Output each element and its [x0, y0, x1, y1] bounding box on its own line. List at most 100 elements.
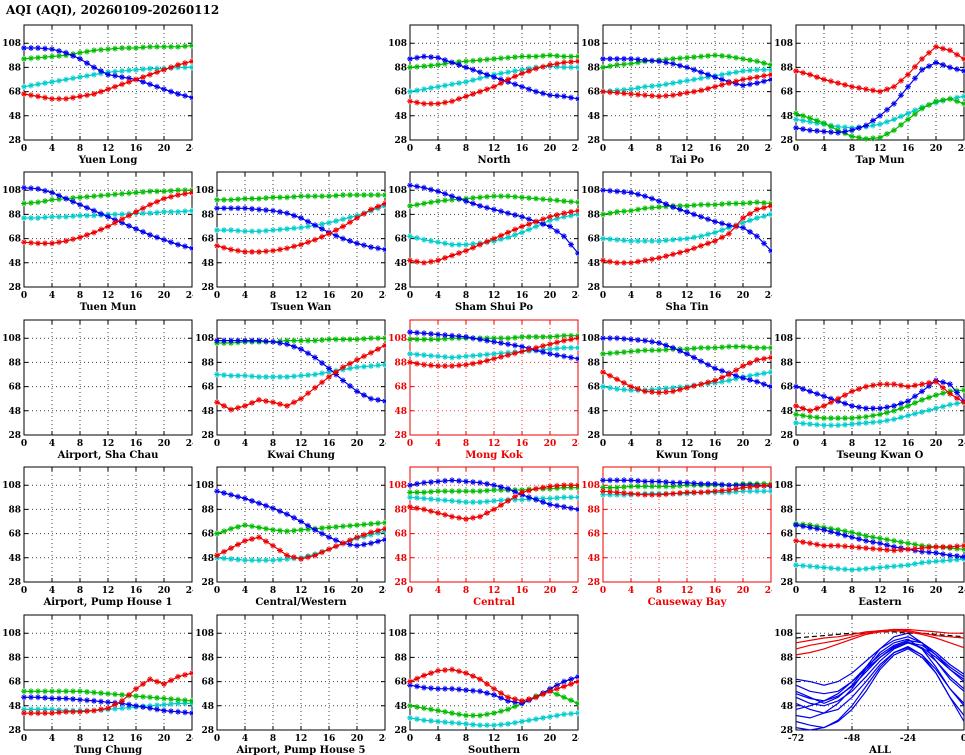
- y-tick-label: 28: [394, 136, 407, 146]
- y-tick-label: 108: [774, 334, 793, 344]
- series-line-blue: [795, 641, 965, 694]
- y-tick-label: 88: [780, 358, 793, 368]
- y-tick-label: 68: [201, 677, 214, 687]
- x-tick-label: 20: [544, 291, 557, 301]
- x-tick-label: 24: [765, 144, 772, 154]
- series-markers-blue: [214, 337, 386, 404]
- series-markers-red: [600, 354, 772, 396]
- x-tick-label: 0: [21, 439, 27, 449]
- chart-svg: 2848688810804812162024Causeway Bay: [581, 466, 772, 607]
- x-tick-label: 16: [323, 439, 336, 449]
- x-tick-label: 12: [488, 734, 501, 744]
- chart-central-western: 2848688810804812162024Central/Western: [193, 459, 386, 607]
- x-tick-label: 0: [214, 291, 220, 301]
- x-tick-label: 12: [295, 291, 308, 301]
- y-tick-label: 88: [394, 63, 407, 73]
- x-tick-label: 20: [351, 586, 364, 596]
- chart-tuen-mun: 2848688810804812162024Tuen Mun: [0, 164, 193, 312]
- y-tick-label: 68: [8, 677, 21, 687]
- y-tick-label: 48: [201, 701, 214, 711]
- chart-svg: 2848688810804812162024Airport, Sha Chau: [2, 319, 193, 460]
- x-tick-label: 16: [516, 734, 529, 744]
- x-tick-label: 20: [351, 439, 364, 449]
- x-tick-label: 20: [544, 144, 557, 154]
- chart-yuen-long: 2848688810804812162024Yuen Long: [0, 17, 193, 165]
- chart-central: 2848688810804812162024Central: [386, 459, 579, 607]
- x-tick-label: 16: [130, 439, 143, 449]
- x-tick-label: 24: [572, 734, 579, 744]
- chart-airport-pump-house-1: 2848688810804812162024Airport, Pump Hous…: [0, 459, 193, 607]
- chart-svg: 2848688810804812162024Central: [388, 466, 579, 607]
- series-markers-cyan: [793, 556, 965, 574]
- y-tick-label: 68: [780, 88, 793, 98]
- x-tick-label: 24: [186, 439, 193, 449]
- y-tick-label: 88: [394, 211, 407, 221]
- chart-svg: 28 48 68 88 108 -72 -48 -24 0 ALL: [774, 614, 965, 755]
- series-markers-red: [407, 58, 579, 107]
- x-tick-label: 16: [902, 586, 915, 596]
- gridlines: [409, 25, 579, 141]
- chart-name: Sham Shui Po: [455, 302, 533, 312]
- x-tick-label: 12: [681, 586, 694, 596]
- plot-border: [409, 171, 579, 288]
- chart-eastern: 2848688810804812162024Eastern: [772, 459, 965, 607]
- x-tick-label: 4: [435, 439, 441, 449]
- x-tick-label: 20: [544, 439, 557, 449]
- chart-name: Sha Tin: [666, 302, 710, 312]
- x-tick-label: 20: [737, 586, 750, 596]
- plot-border: [602, 466, 772, 583]
- x-tick-label: 24: [186, 144, 193, 154]
- tick-marks: [23, 467, 193, 583]
- y-tick-label: 68: [8, 235, 21, 245]
- chart-svg: 2848688810804812162024Tai Po: [581, 24, 772, 165]
- y-tick-label: 48: [780, 701, 793, 711]
- y-tick-label: 108: [388, 629, 407, 639]
- x-tick-label: 0: [600, 439, 606, 449]
- y-tick-label: 28: [201, 431, 214, 441]
- y-tick-label: 108: [581, 39, 600, 49]
- series-line-blue: [795, 635, 965, 686]
- series-markers-green: [407, 52, 579, 71]
- y-tick-label: 68: [587, 382, 600, 392]
- x-tick-label: 24: [572, 586, 579, 596]
- x-tick-label: 16: [709, 586, 722, 596]
- plot-border: [23, 24, 193, 141]
- y-tick-label: 68: [780, 677, 793, 687]
- x-tick-label: 4: [628, 439, 634, 449]
- chart-airport-sha-chau: 2848688810804812162024Airport, Sha Chau: [0, 312, 193, 460]
- x-tick-label: 20: [351, 291, 364, 301]
- chart-name: Central/Western: [255, 597, 347, 607]
- y-tick-label: 68: [8, 382, 21, 392]
- y-tick-label: 88: [8, 506, 21, 516]
- y-tick-label: 28: [780, 136, 793, 146]
- y-tick-label: 68: [201, 530, 214, 540]
- y-tick-label: 28: [780, 431, 793, 441]
- series-markers-blue: [793, 59, 965, 136]
- series-markers-cyan: [407, 211, 579, 248]
- chart-svg: 2848688810804812162024Mong Kok: [388, 319, 579, 460]
- y-tick-label: 108: [2, 187, 21, 197]
- series-markers-green: [793, 95, 965, 142]
- chart-name: Tap Mun: [855, 155, 905, 165]
- x-tick-label: 4: [242, 291, 248, 301]
- tick-marks: [409, 172, 579, 288]
- y-tick-label: 48: [587, 407, 600, 417]
- x-tick-label: 4: [49, 734, 55, 744]
- chart-svg: 2848688810804812162024Tap Mun: [774, 24, 965, 165]
- x-tick-label: 24: [379, 439, 386, 449]
- gridlines: [602, 467, 772, 583]
- chart-svg: 2848688810804812162024Kwai Chung: [195, 319, 386, 460]
- x-tick-label: 12: [102, 734, 115, 744]
- x-tick-label: 8: [656, 439, 662, 449]
- y-tick-label: 68: [201, 382, 214, 392]
- chart-svg: 2848688810804812162024Tseung Kwan O: [774, 319, 965, 460]
- y-tick-label: 48: [780, 112, 793, 122]
- gridlines: [795, 467, 965, 583]
- x-tick-label: -48: [844, 734, 860, 744]
- x-tick-label: 12: [488, 586, 501, 596]
- y-tick-label: 88: [394, 653, 407, 663]
- x-tick-label: 24: [958, 144, 965, 154]
- y-tick-label: 88: [201, 653, 214, 663]
- series-markers-red: [214, 525, 386, 563]
